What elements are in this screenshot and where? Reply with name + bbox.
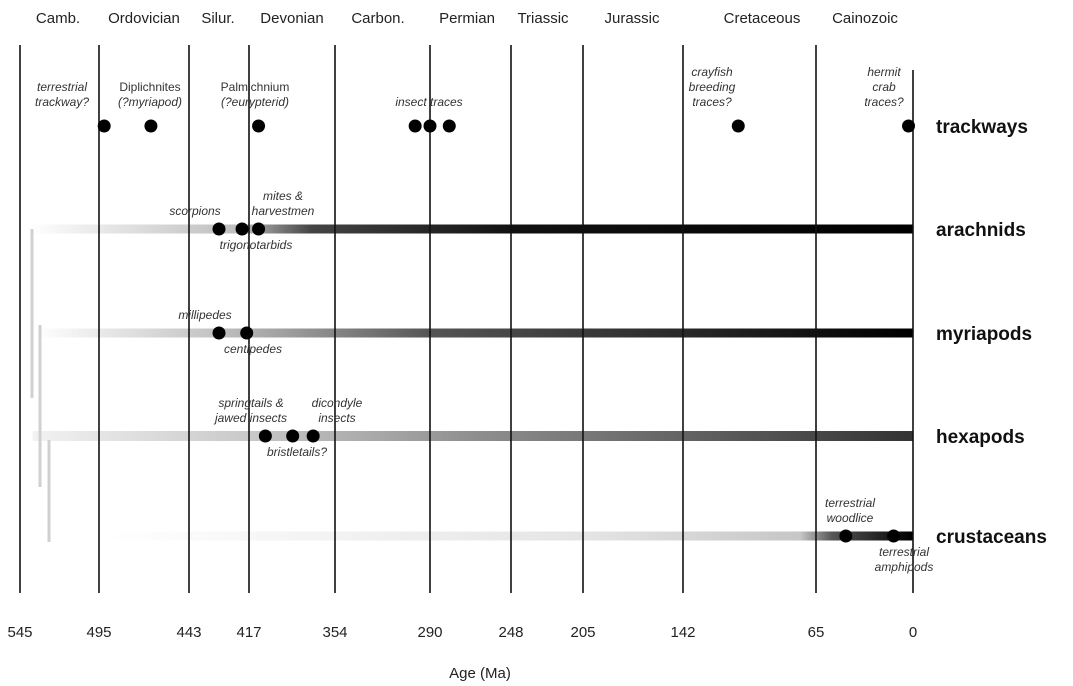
tick-label: 495 <box>86 624 111 641</box>
event-annotation: crayfish <box>691 65 733 79</box>
group-labels: trackways arachnids myriapods hexapods crust… <box>936 117 1047 548</box>
myriapods-event-dot <box>212 326 226 340</box>
trackways-event-dot <box>252 119 266 133</box>
event-annotation: insect traces <box>395 95 462 109</box>
event-annotation: traces? <box>864 95 904 109</box>
event-annotation: bristletails? <box>267 445 327 459</box>
event-annotation: mites & <box>263 189 303 203</box>
arachnids-label: arachnids <box>936 220 1026 241</box>
event-annotation: Diplichnites <box>119 80 180 94</box>
period-label: Cretaceous <box>724 10 801 27</box>
period-label: Triassic <box>517 10 569 27</box>
hexapods-event-dot <box>258 429 272 443</box>
tick-label: 65 <box>808 624 825 641</box>
event-annotation: trigonotarbids <box>220 238 293 252</box>
event-annotation: centipedes <box>224 342 282 356</box>
tick-label: 443 <box>176 624 201 641</box>
tick-label: 0 <box>909 624 917 641</box>
branch-stems <box>30 229 51 542</box>
trackways-event-dot <box>902 119 916 133</box>
hexapods-event-dot <box>306 429 320 443</box>
trackways-label: trackways <box>936 117 1028 138</box>
event-annotation: harvestmen <box>252 204 315 218</box>
event-annotation: Palmichnium <box>221 80 290 94</box>
event-annotation: amphipods <box>875 560 934 574</box>
trackways-event-dot <box>144 119 158 133</box>
tick-label: 205 <box>570 624 595 641</box>
tick-label: 417 <box>236 624 261 641</box>
crustaceans-event-dot <box>887 529 901 543</box>
period-labels: Camb. Ordovician Silur. Devonian Carbon. Perm… <box>36 10 899 27</box>
event-annotation: insects <box>318 411 355 425</box>
event-annotation: breeding <box>689 80 736 94</box>
event-annotation: traces? <box>692 95 732 109</box>
tick-label: 248 <box>498 624 523 641</box>
event-annotation: dicondyle <box>312 396 363 410</box>
event-annotation: terrestrial <box>879 545 929 559</box>
lineage-bars <box>27 224 914 541</box>
period-label: Devonian <box>260 10 323 27</box>
trackways-event-dot <box>423 119 437 133</box>
period-label: Permian <box>439 10 495 27</box>
crustaceans-event-dot <box>839 529 853 543</box>
event-annotation: woodlice <box>827 511 874 525</box>
hexapods-bar <box>32 431 913 441</box>
tick-label: 142 <box>670 624 695 641</box>
event-annotation: scorpions <box>169 204 220 218</box>
event-annotation: jawed insects <box>213 411 287 425</box>
tick-label: 545 <box>7 624 32 641</box>
trackways-event-dot <box>97 119 111 133</box>
period-boundaries <box>19 45 914 593</box>
period-label: Ordovician <box>108 10 180 27</box>
arachnids-event-dot <box>235 222 249 236</box>
hexapods-event-dot <box>286 429 300 443</box>
trackways-event-dot <box>731 119 745 133</box>
crustaceans-label: crustaceans <box>936 527 1047 548</box>
myriapods-bar <box>35 328 914 338</box>
age-ticks: 545 495 443 417 354 290 248 205 142 65 0 <box>7 624 917 641</box>
period-label: Jurassic <box>604 10 660 27</box>
myriapods-label: myriapods <box>936 324 1032 345</box>
trackways-event-dot <box>408 119 422 133</box>
period-label: Silur. <box>201 10 234 27</box>
tick-label: 290 <box>417 624 442 641</box>
event-annotation: crab <box>872 80 896 94</box>
period-label: Camb. <box>36 10 80 27</box>
event-annotation: (?eurypterid) <box>221 95 289 109</box>
hexapods-label: hexapods <box>936 427 1025 448</box>
arachnids-event-dot <box>252 222 266 236</box>
period-label: Cainozoic <box>832 10 898 27</box>
period-label: Carbon. <box>351 10 404 27</box>
event-annotation: millipedes <box>178 308 231 322</box>
tick-label: 354 <box>322 624 347 641</box>
myriapods-event-dot <box>240 326 254 340</box>
event-annotation: terrestrial <box>37 80 87 94</box>
x-axis-title: Age (Ma) <box>449 665 511 682</box>
event-annotation: (?myriapod) <box>118 95 182 109</box>
event-annotation: springtails & <box>218 396 283 410</box>
trackways-event-dot <box>442 119 456 133</box>
arachnids-event-dot <box>212 222 226 236</box>
events: terrestrialtrackway?Diplichnites(?myriap… <box>35 65 933 574</box>
event-annotation: hermit <box>867 65 901 79</box>
event-annotation: terrestrial <box>825 496 875 510</box>
event-annotation: trackway? <box>35 95 89 109</box>
arachnids-bar <box>27 224 913 234</box>
